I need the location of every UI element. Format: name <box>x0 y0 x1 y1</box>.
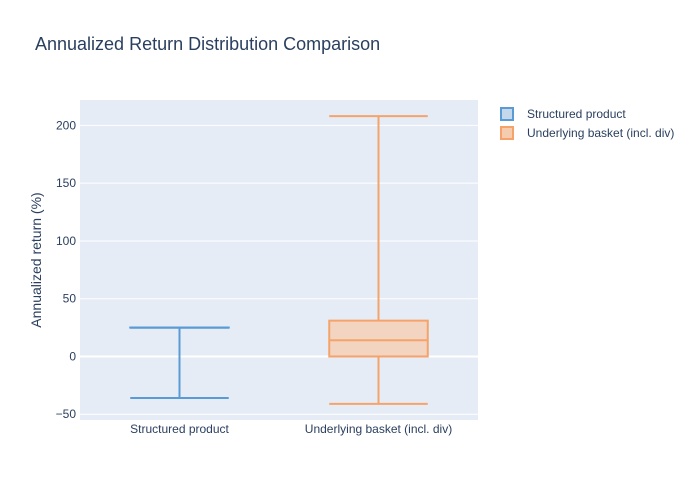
y-axis-label: Annualized return (%) <box>28 192 44 327</box>
box-0[interactable] <box>129 326 230 400</box>
legend-label: Underlying basket (incl. div) <box>527 126 674 140</box>
box-plots <box>129 115 429 405</box>
chart-title: Annualized Return Distribution Compariso… <box>35 34 380 54</box>
y-tick-label: 150 <box>56 176 76 190</box>
y-axis-ticks: −50 0 50 100 150 200 <box>56 118 77 421</box>
legend-swatch <box>500 107 514 121</box>
legend-item[interactable]: Underlying basket (incl. div) <box>500 126 674 140</box>
y-tick-label: 200 <box>56 118 76 132</box>
plot-area <box>80 100 478 420</box>
x-tick-label: Underlying basket (incl. div) <box>305 422 452 436</box>
y-tick-label: −50 <box>56 407 77 421</box>
x-axis-ticks: Structured product Underlying basket (inc… <box>130 422 452 436</box>
legend-label: Structured product <box>527 107 626 121</box>
box-iqr <box>328 319 429 358</box>
box-1[interactable] <box>328 115 429 405</box>
y-tick-label: 0 <box>69 349 76 363</box>
legend-item[interactable]: Structured product <box>500 107 626 121</box>
x-tick-label: Structured product <box>130 422 229 436</box>
legend-swatch <box>500 126 514 140</box>
legend[interactable]: Structured product Underlying basket (inc… <box>500 107 674 140</box>
y-tick-label: 50 <box>63 292 77 306</box>
y-tick-label: 100 <box>56 234 76 248</box>
